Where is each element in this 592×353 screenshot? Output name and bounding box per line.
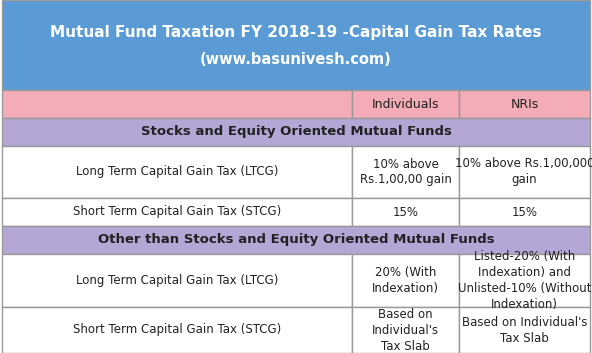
Bar xyxy=(459,90,590,118)
Text: Based on
Individual's
Tax Slab: Based on Individual's Tax Slab xyxy=(372,307,439,353)
Bar xyxy=(352,90,459,118)
Bar xyxy=(352,198,459,226)
Bar xyxy=(2,198,352,226)
Text: Based on Individual's
Tax Slab: Based on Individual's Tax Slab xyxy=(462,316,587,345)
Text: NRIs: NRIs xyxy=(510,97,539,110)
Text: (www.basunivesh.com): (www.basunivesh.com) xyxy=(200,52,392,66)
Text: Short Term Capital Gain Tax (STCG): Short Term Capital Gain Tax (STCG) xyxy=(73,205,281,219)
Bar xyxy=(2,307,352,353)
Bar xyxy=(352,146,459,198)
Text: Stocks and Equity Oriented Mutual Funds: Stocks and Equity Oriented Mutual Funds xyxy=(140,126,452,138)
Bar xyxy=(459,254,590,307)
Text: Other than Stocks and Equity Oriented Mutual Funds: Other than Stocks and Equity Oriented Mu… xyxy=(98,233,494,246)
Bar xyxy=(2,118,590,146)
Bar xyxy=(2,90,352,118)
Text: Mutual Fund Taxation FY 2018-19 -Capital Gain Tax Rates: Mutual Fund Taxation FY 2018-19 -Capital… xyxy=(50,24,542,40)
Text: 20% (With
Indexation): 20% (With Indexation) xyxy=(372,266,439,295)
Text: 10% above
Rs.1,00,00 gain: 10% above Rs.1,00,00 gain xyxy=(359,157,452,186)
Text: Long Term Capital Gain Tax (LTCG): Long Term Capital Gain Tax (LTCG) xyxy=(76,274,278,287)
Bar xyxy=(459,307,590,353)
Text: 10% above Rs.1,00,000
gain: 10% above Rs.1,00,000 gain xyxy=(455,157,592,186)
Bar xyxy=(2,0,590,90)
Bar xyxy=(459,198,590,226)
Bar xyxy=(2,146,352,198)
Bar xyxy=(2,254,352,307)
Text: Individuals: Individuals xyxy=(372,97,439,110)
Bar xyxy=(2,226,590,254)
Text: 15%: 15% xyxy=(392,205,419,219)
Bar xyxy=(352,254,459,307)
Text: Short Term Capital Gain Tax (STCG): Short Term Capital Gain Tax (STCG) xyxy=(73,323,281,336)
Text: Listed-20% (With
Indexation) and
Unlisted-10% (Without
Indexation): Listed-20% (With Indexation) and Unliste… xyxy=(458,250,591,311)
Bar xyxy=(459,146,590,198)
Text: Long Term Capital Gain Tax (LTCG): Long Term Capital Gain Tax (LTCG) xyxy=(76,166,278,179)
Text: 15%: 15% xyxy=(511,205,538,219)
Bar xyxy=(352,307,459,353)
